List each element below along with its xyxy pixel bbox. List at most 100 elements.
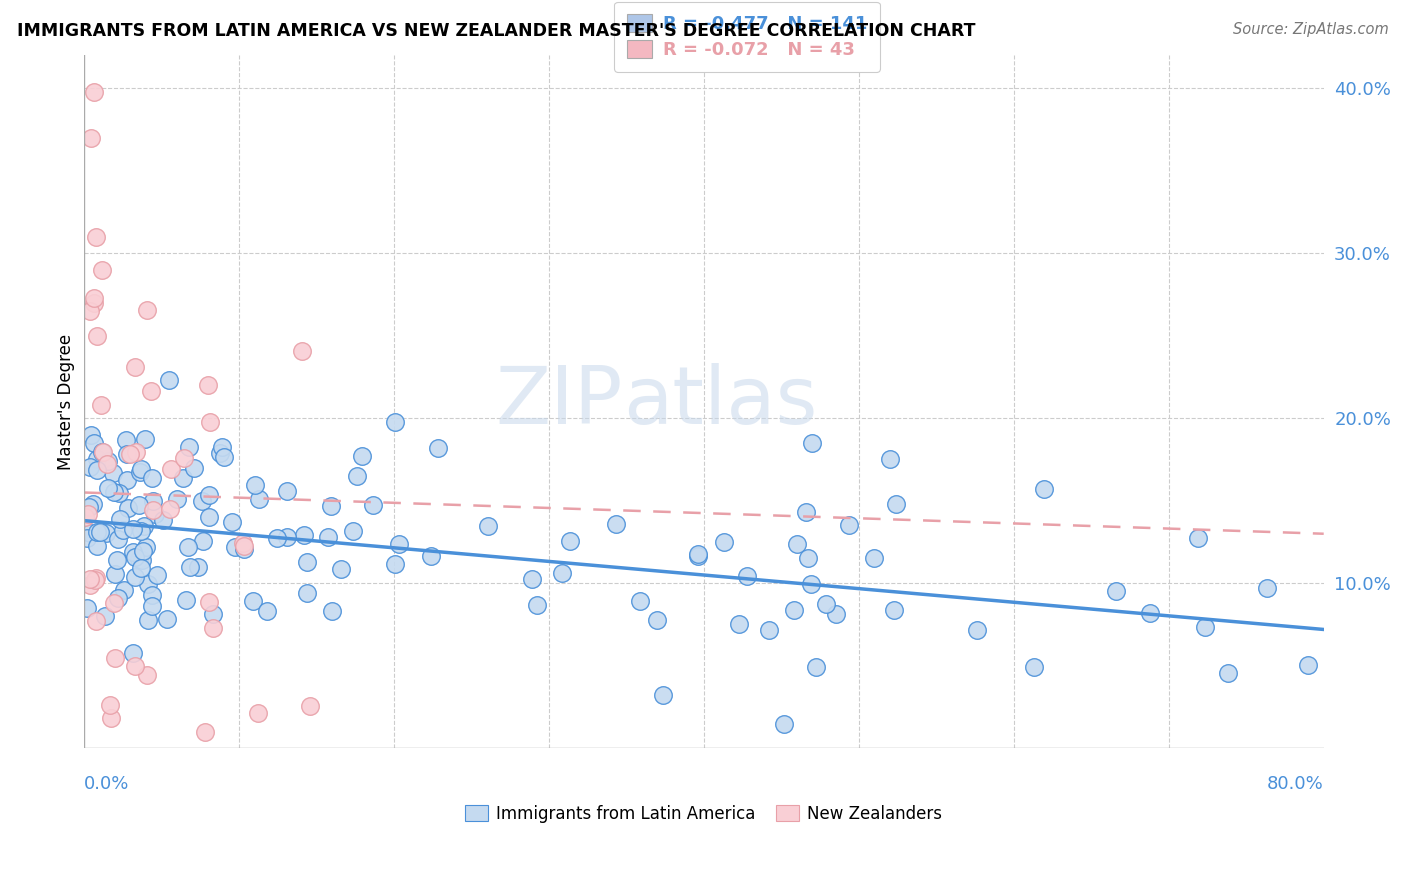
Point [247, 492, 270, 507]
Point [183, 461, 205, 475]
Point [221, 515, 243, 529]
Point [247, 706, 270, 720]
Point [384, 415, 406, 429]
Point [688, 547, 710, 561]
Point [83, 291, 105, 305]
Point [136, 667, 159, 681]
Point [107, 532, 129, 546]
Point [179, 440, 201, 454]
Point [77, 507, 100, 521]
Point [128, 552, 150, 566]
Point [79, 572, 101, 586]
Text: ZIP: ZIP [496, 363, 623, 441]
Point [86, 524, 108, 539]
Point [105, 553, 128, 567]
Point [194, 724, 217, 739]
Point [651, 689, 673, 703]
Text: atlas: atlas [623, 363, 817, 441]
Point [605, 516, 627, 531]
Point [800, 577, 823, 591]
Point [232, 536, 254, 550]
Point [84, 614, 107, 628]
Point [83, 85, 105, 99]
Point [128, 465, 150, 479]
Point [1194, 620, 1216, 634]
Point [91, 445, 114, 459]
Point [83, 295, 105, 310]
Point [728, 616, 751, 631]
Point [198, 510, 221, 524]
Point [1033, 482, 1056, 496]
Point [79, 525, 101, 540]
Point [124, 570, 146, 584]
Point [966, 624, 988, 638]
Point [115, 433, 138, 447]
Point [346, 468, 368, 483]
Point [84, 573, 107, 587]
Point [773, 716, 796, 731]
Point [131, 553, 153, 567]
Point [94, 526, 117, 541]
Point [786, 536, 808, 550]
Point [145, 507, 167, 521]
Point [160, 462, 183, 476]
Point [75, 510, 97, 524]
Point [79, 578, 101, 592]
Point [91, 262, 114, 277]
Point [758, 623, 780, 637]
Point [112, 582, 135, 597]
Point [80, 130, 103, 145]
Point [77, 500, 100, 514]
Point [420, 549, 443, 563]
Point [124, 549, 146, 564]
Y-axis label: Master's Degree: Master's Degree [58, 334, 75, 470]
Point [645, 613, 668, 627]
Point [129, 560, 152, 574]
Point [242, 594, 264, 608]
Point [319, 499, 342, 513]
Point [76, 532, 98, 546]
Point [82, 497, 104, 511]
Point [1105, 583, 1128, 598]
Point [806, 659, 828, 673]
Point [79, 304, 101, 318]
Point [211, 441, 233, 455]
Point [86, 539, 108, 553]
Point [122, 522, 145, 536]
Point [291, 344, 314, 359]
Point [107, 591, 129, 605]
Point [84, 229, 107, 244]
Point [115, 447, 138, 461]
Point [187, 560, 209, 574]
Point [1256, 581, 1278, 595]
Point [783, 603, 806, 617]
Point [132, 518, 155, 533]
Point [152, 513, 174, 527]
Point [713, 535, 735, 549]
Point [136, 303, 159, 318]
Point [97, 454, 120, 468]
Point [142, 502, 165, 516]
Point [295, 555, 318, 569]
Point [173, 450, 195, 465]
Point [124, 658, 146, 673]
Point [86, 328, 108, 343]
Point [98, 698, 121, 713]
Point [550, 566, 572, 581]
Point [224, 540, 246, 554]
Point [883, 603, 905, 617]
Point [825, 607, 848, 622]
Point [361, 498, 384, 512]
Point [794, 505, 817, 519]
Point [177, 541, 200, 555]
Point [111, 523, 134, 537]
Point [1298, 657, 1320, 672]
Point [1139, 606, 1161, 620]
Point [86, 463, 108, 477]
Point [139, 384, 162, 398]
Point [100, 711, 122, 725]
Point [838, 518, 860, 533]
Point [136, 613, 159, 627]
Point [96, 457, 118, 471]
Point [801, 436, 824, 450]
